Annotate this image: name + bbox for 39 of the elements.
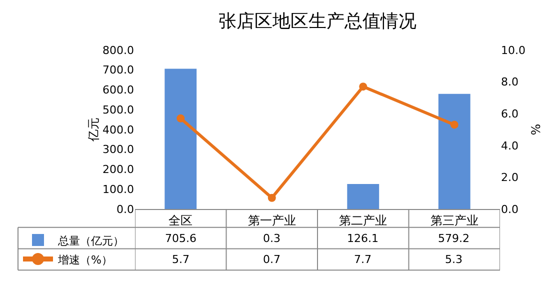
point	[268, 194, 276, 202]
y2-tick-label: 8.0	[501, 76, 518, 89]
x-tick-label: 第三产业	[430, 213, 478, 228]
point	[359, 82, 368, 91]
y-axis-title: 亿元	[86, 118, 100, 142]
y-tick-label: 400.0	[102, 123, 134, 136]
y-tick-label: 0.0	[116, 202, 134, 216]
y-tick-label: 500.0	[102, 103, 134, 116]
y-tick-label: 800.0	[102, 44, 134, 57]
data-label: 705.6	[165, 232, 196, 245]
y2-tick-label: 2.0	[501, 171, 518, 184]
point	[176, 114, 185, 122]
y-tick-label: 200.0	[102, 163, 134, 176]
y-tick-label: 100.0	[102, 182, 134, 196]
data-label: 0.7	[263, 253, 280, 266]
data-label: 5.7	[172, 253, 190, 266]
data-label: 579.2	[438, 232, 470, 245]
x-tick-label: 第一产业	[248, 213, 296, 228]
bar	[347, 184, 380, 209]
x-tick-label: 第二产业	[339, 213, 388, 228]
y2-axis-title: %	[529, 124, 543, 136]
y2-tick-label: 6.0	[501, 107, 518, 120]
legend-label: 增速（%）	[57, 253, 112, 266]
y2-tick-label: 0.0	[501, 202, 518, 216]
point	[450, 120, 458, 129]
legend-label: 总量（亿元）	[57, 234, 124, 248]
y2-tick-label: 4.0	[501, 139, 518, 152]
x-tick-label: 全区	[168, 213, 193, 228]
y-tick-label: 300.0	[102, 143, 134, 156]
y-tick-label: 700.0	[102, 64, 134, 77]
data-label: 5.3	[445, 253, 462, 266]
bar	[164, 68, 197, 209]
data-label: 126.1	[347, 232, 378, 245]
y2-tick-label: 10.0	[501, 44, 526, 57]
y-tick-label: 600.0	[102, 84, 134, 97]
data-label: 7.7	[354, 253, 372, 266]
bar	[438, 94, 470, 209]
data-label: 0.3	[263, 232, 280, 245]
chart-title: 张店区地区生产总值情况	[218, 10, 416, 32]
